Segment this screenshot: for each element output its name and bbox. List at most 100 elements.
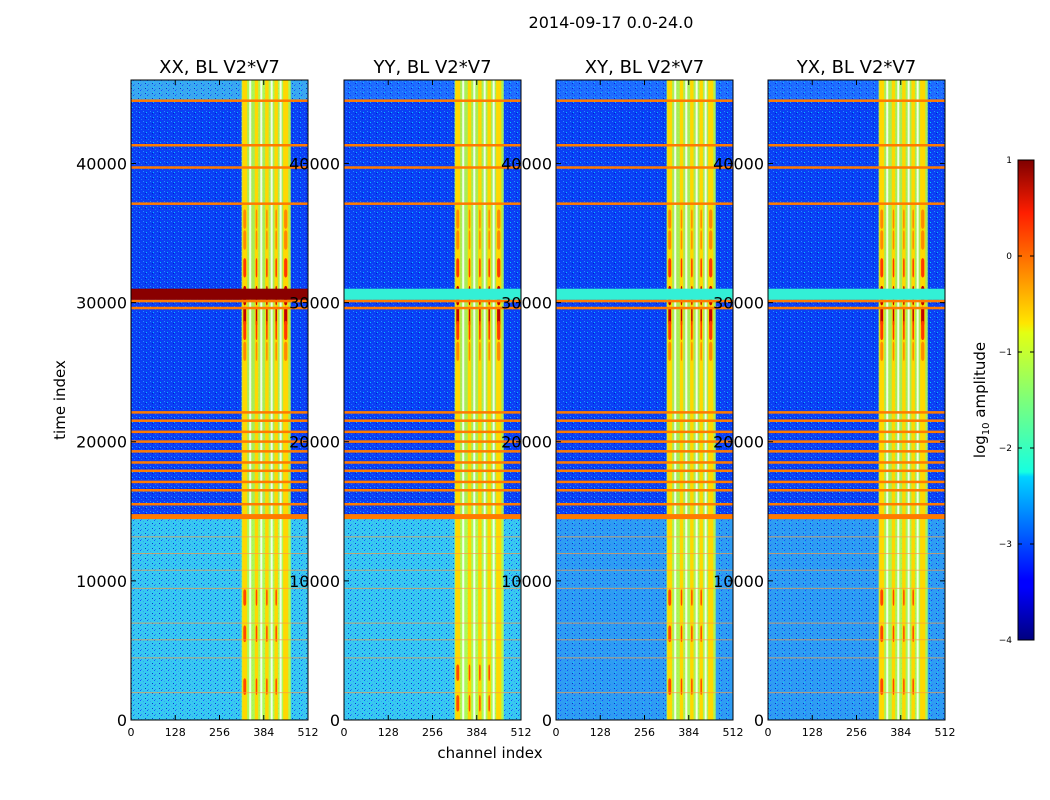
emission-blob — [275, 258, 277, 278]
faint-flag-row — [131, 587, 308, 589]
emission-blob — [903, 258, 905, 278]
emission-blob — [921, 258, 925, 278]
channel-gap-line — [907, 80, 910, 720]
y-tick-label: 40000 — [289, 154, 340, 173]
emission-blob — [497, 320, 501, 341]
emission-blob — [880, 341, 884, 362]
figure-suptitle: 2014-09-17 0.0-24.0 — [529, 13, 694, 32]
y-tick-label: 20000 — [289, 433, 340, 452]
flagged-time-row — [768, 411, 945, 414]
emission-blob — [243, 625, 247, 643]
emission-blob — [691, 625, 693, 643]
panel-yx: 0 128 256 384 512 0 10000 20000 30000 40000 YX, BL… — [713, 57, 955, 739]
flagged-time-row — [768, 450, 945, 453]
flagged-time-row — [131, 202, 308, 205]
faint-flag-row — [768, 622, 945, 624]
rfi-channel-band — [265, 80, 269, 720]
panel-title: XX, BL V2*V7 — [159, 57, 280, 78]
flagged-time-row — [131, 469, 308, 473]
rfi-channel-band — [902, 80, 906, 720]
emission-blob — [912, 258, 914, 278]
emission-blob — [243, 341, 247, 362]
emission-blob — [266, 209, 268, 229]
emission-blob — [266, 589, 268, 606]
emission-blob — [921, 230, 925, 250]
channel-gap-line — [473, 80, 476, 720]
flagged-time-row — [344, 440, 521, 443]
emission-blob — [497, 230, 501, 250]
colorbar-tick-label: 0 — [1006, 252, 1012, 262]
emission-blob — [284, 230, 288, 250]
emission-blob — [284, 341, 288, 362]
flagged-time-row — [556, 419, 733, 422]
flagged-time-row — [556, 430, 733, 434]
emission-blob — [488, 230, 490, 250]
rfi-channel-band — [242, 80, 248, 720]
colorbar-label: log10 amplitude — [971, 342, 992, 458]
colorbar-tick-label: 1 — [1006, 156, 1012, 166]
faint-flag-row — [344, 692, 521, 694]
emission-blob — [479, 230, 481, 250]
emission-blob — [255, 341, 258, 362]
emission-blob — [700, 341, 702, 362]
channel-gap-line — [270, 80, 273, 720]
rfi-channel-band — [478, 80, 482, 720]
flagged-time-row — [344, 480, 521, 484]
bright-time-row — [768, 288, 945, 300]
faint-flag-row — [131, 569, 308, 571]
y-tick-label: 0 — [754, 711, 764, 730]
rfi-channel-band — [920, 80, 926, 720]
emission-blob — [691, 320, 693, 341]
x-tick-label: 0 — [765, 726, 772, 739]
flagged-time-row — [768, 489, 945, 492]
flagged-time-row — [768, 166, 945, 169]
emission-blob — [709, 341, 713, 362]
emission-blob — [903, 678, 905, 695]
faint-flag-row — [556, 639, 733, 641]
flagged-time-row — [556, 489, 733, 492]
x-tick-label: 384 — [466, 726, 487, 739]
faint-flag-row — [344, 622, 521, 624]
emission-blob — [709, 209, 713, 229]
channel-gap-line — [916, 80, 919, 720]
faint-flag-row — [344, 536, 521, 538]
emission-blob — [275, 209, 277, 229]
channel-gap-line — [260, 80, 263, 720]
flagged-time-row — [344, 430, 521, 434]
emission-blob — [921, 341, 925, 362]
emission-blob — [880, 320, 884, 341]
y-tick-label: 20000 — [713, 433, 764, 452]
flagged-time-row — [556, 469, 733, 473]
flagged-time-row — [131, 461, 308, 464]
emission-blob — [266, 320, 268, 341]
flagged-time-row — [556, 299, 733, 303]
flagged-time-row — [344, 299, 521, 303]
x-tick-label: 0 — [128, 726, 135, 739]
emission-blob — [255, 589, 258, 606]
faint-flag-row — [768, 553, 945, 555]
y-tick-label: 30000 — [713, 294, 764, 313]
faint-flag-row — [556, 587, 733, 589]
flagged-time-row — [768, 430, 945, 434]
channel-gap-line — [483, 80, 486, 720]
emission-blob — [284, 258, 288, 278]
emission-blob — [912, 209, 914, 229]
panel-title: YY, BL V2*V7 — [372, 57, 491, 78]
emission-blob — [668, 625, 672, 643]
channel-gap-line — [249, 80, 252, 720]
emission-blob — [497, 258, 501, 278]
x-tick-label: 128 — [378, 726, 399, 739]
channel-gap-line — [897, 80, 900, 720]
emission-blob — [284, 209, 288, 229]
y-tick-label: 10000 — [713, 572, 764, 591]
emission-blob — [691, 209, 693, 229]
emission-blob — [691, 589, 693, 606]
y-tick-label: 40000 — [76, 154, 127, 173]
emission-blob — [880, 625, 884, 643]
emission-blob — [468, 320, 471, 341]
flagged-time-row — [556, 411, 733, 414]
emission-blob — [275, 341, 277, 362]
x-tick-label: 512 — [298, 726, 319, 739]
x-tick-label: 512 — [723, 726, 744, 739]
emission-blob — [266, 258, 268, 278]
